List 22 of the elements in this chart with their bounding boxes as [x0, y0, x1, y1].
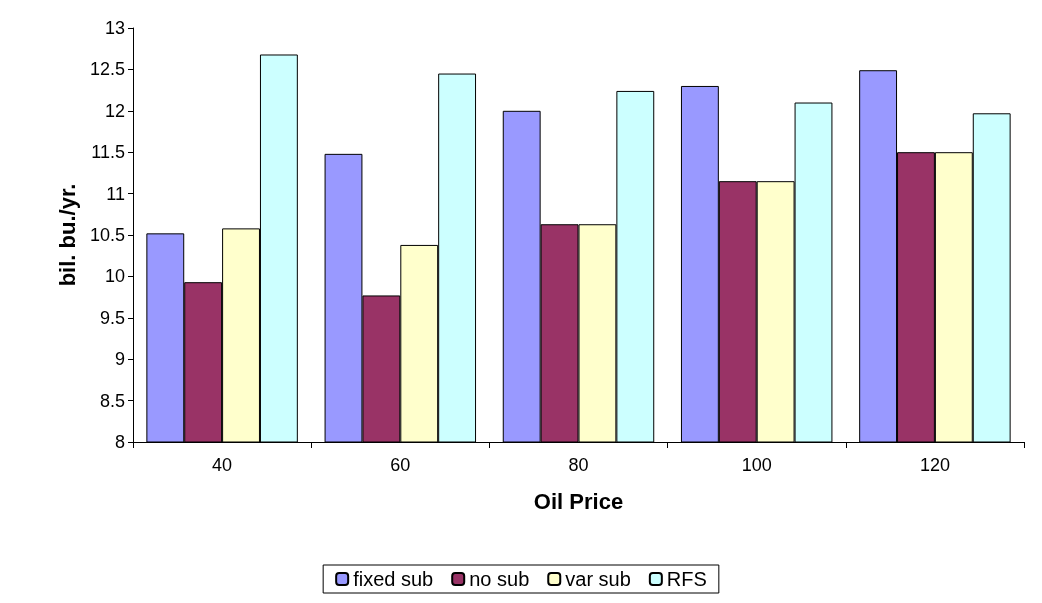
x-tick-label: 80 [568, 455, 589, 475]
y-tick-label: 12 [104, 100, 125, 121]
y-tick-label: 11.5 [91, 142, 125, 163]
legend-label: fixed sub [353, 568, 434, 590]
x-tick-label: 60 [390, 455, 411, 475]
y-tick-label: 9 [114, 349, 125, 370]
x-tick-label: 40 [212, 455, 233, 475]
y-tick-label: 12.5 [89, 59, 125, 80]
y-tick-label: 8.5 [99, 390, 125, 411]
legend-label: RFS [666, 568, 707, 590]
legend-label: var sub [565, 568, 631, 590]
y-tick-label: 8 [114, 432, 125, 452]
x-axis-title: Oil Price [533, 488, 624, 514]
y-tick-label: 11 [106, 183, 125, 204]
y-tick-label: 10 [104, 266, 125, 287]
y-axis-title: bil. bu./yr. [54, 183, 80, 287]
legend-label: no sub [469, 568, 530, 590]
y-tick-label: 10.5 [89, 225, 125, 245]
y-tick-label: 9.5 [99, 307, 125, 328]
x-tick-label: 100 [741, 455, 772, 475]
x-tick-label: 120 [919, 455, 950, 475]
y-tick-label: 13 [104, 18, 125, 38]
